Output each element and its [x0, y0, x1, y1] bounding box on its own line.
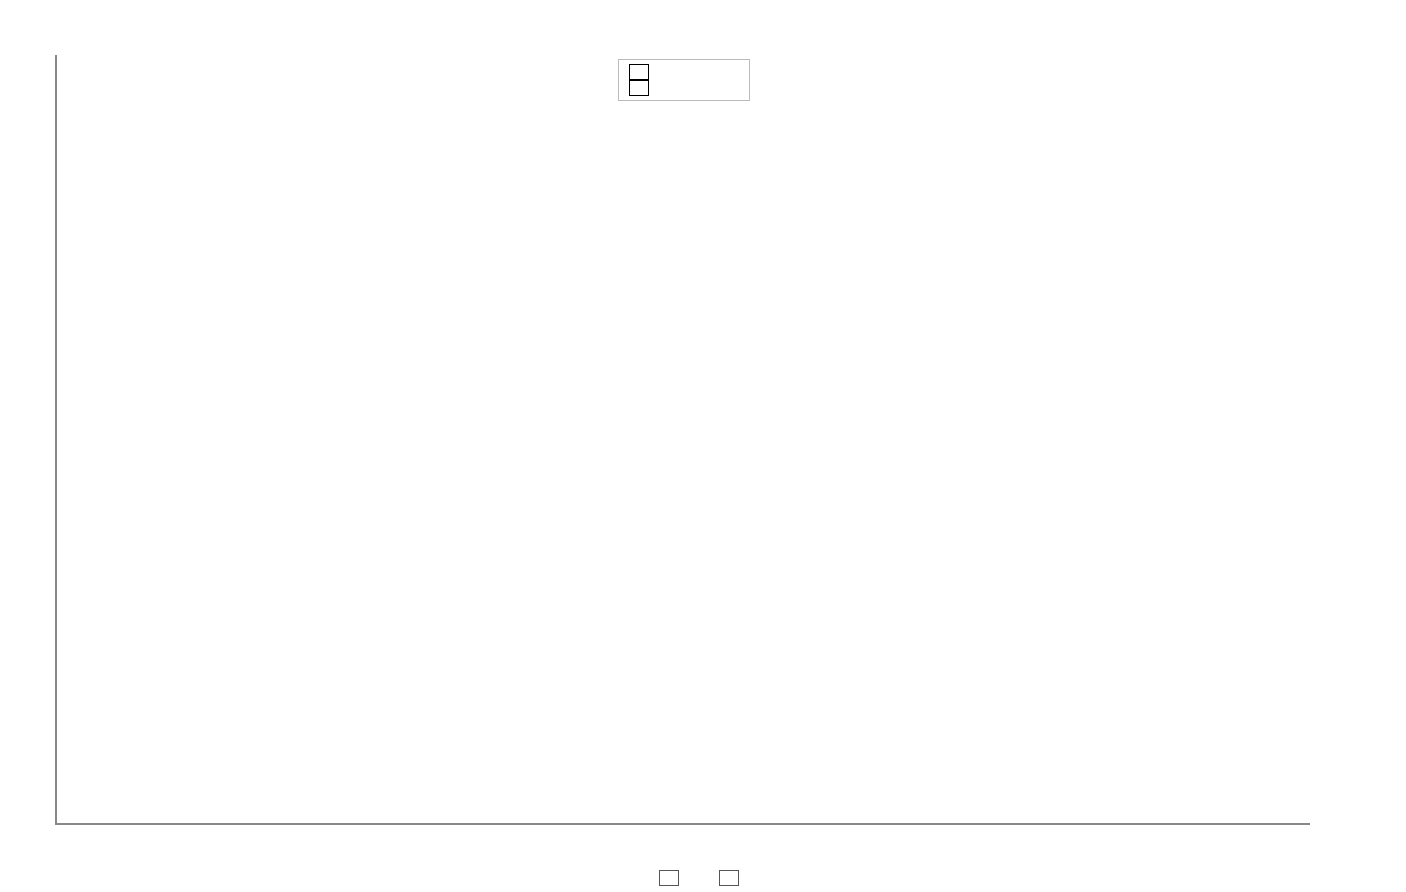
swatch-blue-icon — [629, 64, 649, 80]
legend-item-2 — [719, 870, 747, 886]
plot-area — [55, 55, 1310, 825]
legend-bottom — [659, 870, 747, 886]
swatch-pink-icon — [629, 80, 649, 96]
legend-row-2 — [629, 80, 739, 96]
legend-item-1 — [659, 870, 687, 886]
swatch-blue-bottom-icon — [659, 870, 679, 886]
chart-svg — [57, 55, 1310, 823]
legend-top — [618, 59, 750, 101]
legend-row-1 — [629, 64, 739, 80]
swatch-pink-bottom-icon — [719, 870, 739, 886]
